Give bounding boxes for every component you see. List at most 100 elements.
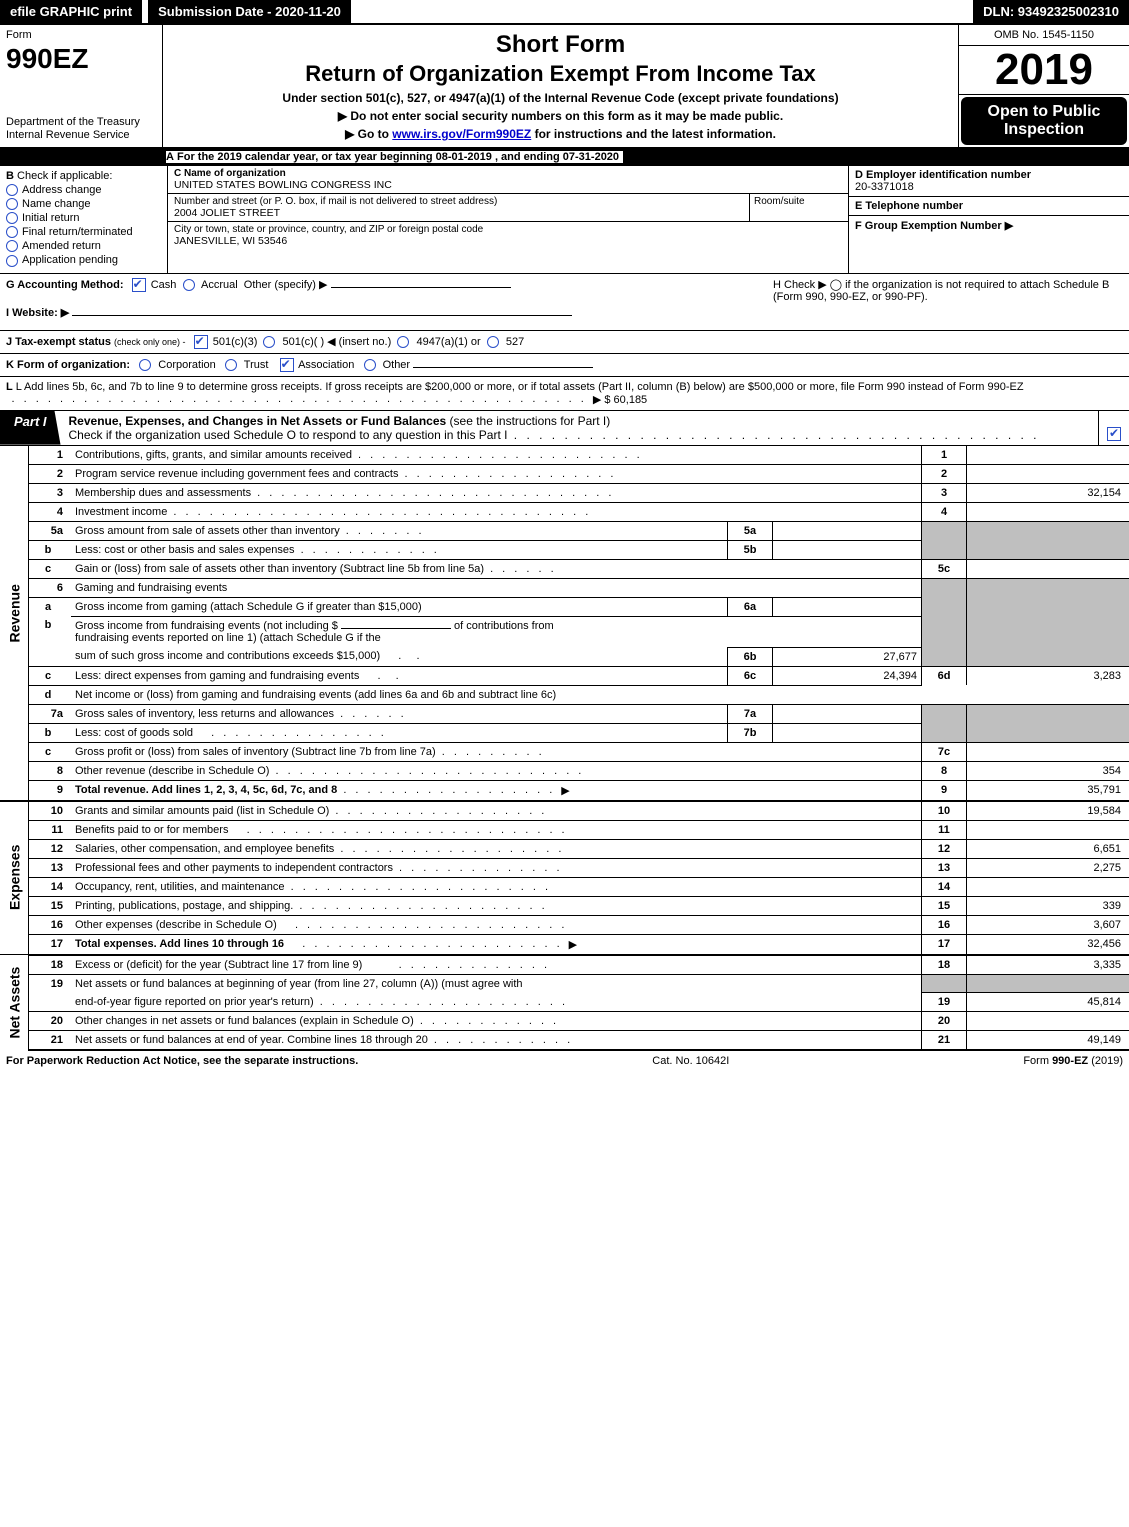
revenue-side-label: Revenue <box>0 446 29 781</box>
name-address-block: C Name of organization UNITED STATES BOW… <box>168 166 848 273</box>
grey-5 <box>922 521 967 559</box>
grey-19 <box>922 974 967 993</box>
line-5c-desc: Gain or (loss) from sale of assets other… <box>75 563 484 575</box>
other-org-checkbox[interactable] <box>364 359 376 371</box>
line-9-box: 9 <box>922 780 967 801</box>
initial-return-checkbox[interactable]: Initial return <box>6 212 161 224</box>
line-1-desc: Contributions, gifts, grants, and simila… <box>75 449 352 461</box>
application-pending-checkbox[interactable]: Application pending <box>6 254 161 266</box>
line-19-box: 19 <box>922 993 967 1012</box>
line-10-val: 19,584 <box>967 801 1129 821</box>
line-5b-mid: 5b <box>728 540 773 559</box>
line-5c-num: c <box>29 559 72 578</box>
line-5a-mid: 5a <box>728 521 773 540</box>
line-8-num: 8 <box>29 761 72 780</box>
line-6c-mval: 24,394 <box>773 666 922 685</box>
line-18-num: 18 <box>29 955 72 975</box>
notice-suffix: for instructions and the latest informat… <box>531 127 776 141</box>
grey-19-val <box>967 974 1129 993</box>
part-i-tag: Part I <box>0 411 61 445</box>
line-13-num: 13 <box>29 858 72 877</box>
line-6b-d2: of contributions from <box>454 620 554 632</box>
501c-checkbox[interactable] <box>263 336 275 348</box>
line-5b-desc: Less: cost or other basis and sales expe… <box>75 544 295 556</box>
schedule-o-checkbox[interactable] <box>1107 427 1121 441</box>
line-19-desc: Net assets or fund balances at beginning… <box>71 974 922 993</box>
check-if-applicable: B Check if applicable: Address change Na… <box>0 166 168 273</box>
l-text: L Add lines 5b, 6c, and 7b to line 9 to … <box>16 381 1024 393</box>
line-7c-num: c <box>29 742 72 761</box>
part-i-sub: Check if the organization used Schedule … <box>69 428 508 442</box>
association-checkbox[interactable] <box>280 358 294 372</box>
grey-7 <box>922 704 967 742</box>
line-2-box: 2 <box>922 464 967 483</box>
line-1-num: 1 <box>29 446 72 465</box>
submission-date-button[interactable]: Submission Date - 2020-11-20 <box>148 0 351 23</box>
form-title-block: Short Form Return of Organization Exempt… <box>163 25 958 147</box>
footer: For Paperwork Reduction Act Notice, see … <box>0 1051 1129 1071</box>
line-11-box: 11 <box>922 820 967 839</box>
ein-label: D Employer identification number <box>855 169 1031 181</box>
line-14-num: 14 <box>29 877 72 896</box>
line-7b-desc: Less: cost of goods sold <box>75 727 193 739</box>
grey-5-val <box>967 521 1129 559</box>
instructions-notice: ▶ Go to www.irs.gov/Form990EZ for instru… <box>171 127 950 141</box>
corporation-label: Corporation <box>158 359 215 371</box>
corporation-checkbox[interactable] <box>139 359 151 371</box>
room-suite: Room/suite <box>749 194 848 221</box>
line-17-val: 32,456 <box>967 934 1129 955</box>
irs-label: Internal Revenue Service <box>6 129 156 143</box>
line-18-val: 3,335 <box>967 955 1129 975</box>
line-6b-d1: Gross income from fundraising events (no… <box>75 620 338 632</box>
street-address: 2004 JOLIET STREET <box>174 207 743 219</box>
open-public-inspection: Open to Public Inspection <box>961 97 1127 145</box>
line-16-box: 16 <box>922 915 967 934</box>
line-3-box: 3 <box>922 483 967 502</box>
cash-checkbox[interactable] <box>132 278 146 292</box>
k-label: K Form of organization: <box>6 359 130 371</box>
line-13-desc: Professional fees and other payments to … <box>75 862 393 874</box>
address-change-checkbox[interactable]: Address change <box>6 184 161 196</box>
line-3-num: 3 <box>29 483 72 502</box>
501c3-checkbox[interactable] <box>194 335 208 349</box>
527-checkbox[interactable] <box>487 336 499 348</box>
line-3-val: 32,154 <box>967 483 1129 502</box>
final-return-checkbox[interactable]: Final return/terminated <box>6 226 161 238</box>
line-6d-desc-vis: Net income or (loss) from gaming and fun… <box>71 685 922 704</box>
financial-table: Revenue 1 Contributions, gifts, grants, … <box>0 446 1129 1052</box>
line-14-val <box>967 877 1129 896</box>
part-i-parens: (see the instructions for Part I) <box>450 414 611 428</box>
form-number: 990EZ <box>6 43 156 75</box>
b-check-label: Check if applicable: <box>17 170 112 182</box>
4947-checkbox[interactable] <box>397 336 409 348</box>
line-21-box: 21 <box>922 1031 967 1051</box>
form-of-org: K Form of organization: Corporation Trus… <box>0 354 1129 377</box>
line-15-num: 15 <box>29 896 72 915</box>
amended-return-checkbox[interactable]: Amended return <box>6 240 161 252</box>
line-7a-desc: Gross sales of inventory, less returns a… <box>75 708 334 720</box>
accrual-checkbox[interactable] <box>183 279 195 291</box>
street-label: Number and street (or P. O. box, if mail… <box>174 196 743 207</box>
line-5c-val <box>967 559 1129 578</box>
line-7c-val <box>967 742 1129 761</box>
name-change-checkbox[interactable]: Name change <box>6 198 161 210</box>
efile-print-button[interactable]: efile GRAPHIC print <box>0 0 142 23</box>
website-field[interactable] <box>72 315 572 316</box>
line-9-desc: Total revenue. Add lines 1, 2, 3, 4, 5c,… <box>75 784 337 796</box>
top-bar: efile GRAPHIC print Submission Date - 20… <box>0 0 1129 25</box>
line-6c-mid: 6c <box>728 666 773 685</box>
line-13-val: 2,275 <box>967 858 1129 877</box>
trust-checkbox[interactable] <box>225 359 237 371</box>
irs-link[interactable]: www.irs.gov/Form990EZ <box>392 127 531 141</box>
tax-year: 2019 <box>959 46 1129 95</box>
line-15-box: 15 <box>922 896 967 915</box>
line-20-box: 20 <box>922 1012 967 1031</box>
line-18-desc: Excess or (deficit) for the year (Subtra… <box>75 959 362 971</box>
org-name: UNITED STATES BOWLING CONGRESS INC <box>174 179 842 191</box>
line-2-num: 2 <box>29 464 72 483</box>
city-label: City or town, state or province, country… <box>174 224 842 235</box>
line-6a-mid: 6a <box>728 597 773 616</box>
line-10-num: 10 <box>29 801 72 821</box>
line-6d-box: 6d <box>922 666 967 685</box>
line-4-desc: Investment income <box>75 506 167 518</box>
